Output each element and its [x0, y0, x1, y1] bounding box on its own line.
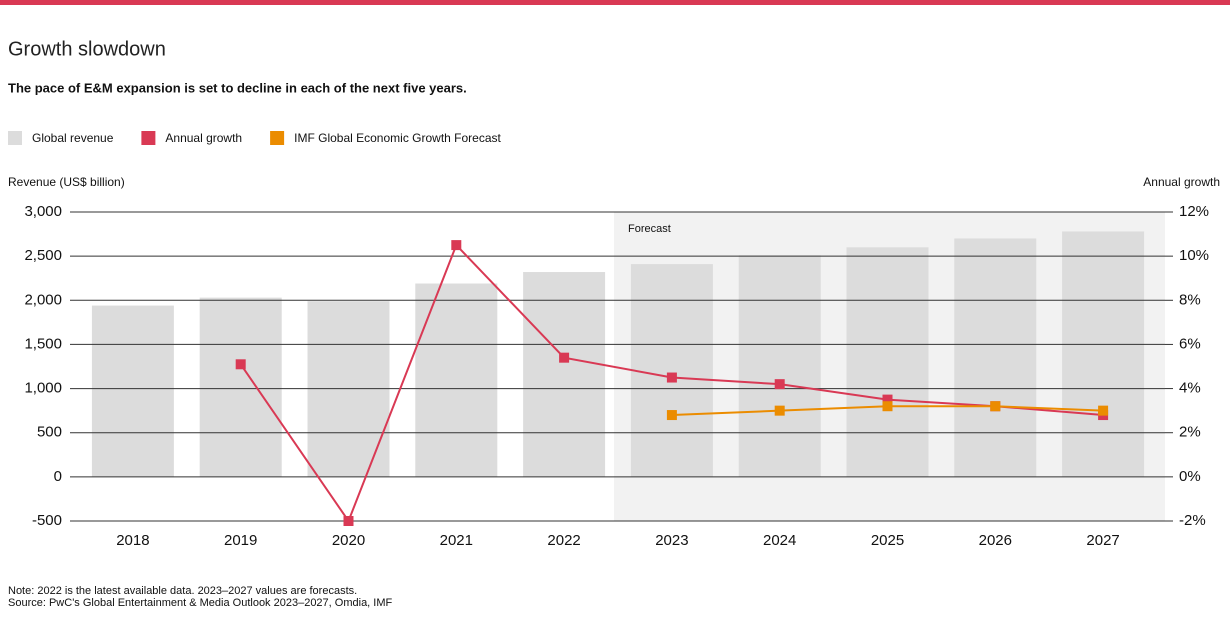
y-tick-label: 0: [54, 468, 62, 485]
y2-tick-label: 10%: [1179, 247, 1209, 264]
x-tick-label: 2025: [871, 532, 904, 549]
bar: [523, 272, 606, 477]
legend-label: Global revenue: [32, 131, 114, 145]
x-tick-label: 2018: [116, 532, 149, 549]
y2-axis-title: Annual growth: [1143, 175, 1220, 189]
bar: [199, 297, 282, 477]
x-tick-label: 2022: [547, 532, 580, 549]
bar: [415, 283, 498, 477]
bar: [954, 238, 1037, 477]
x-tick-label: 2027: [1086, 532, 1119, 549]
y2-tick-label: 6%: [1179, 335, 1201, 352]
y-tick-label: 2,000: [24, 291, 62, 308]
y-axis-title: Revenue (US$ billion): [8, 175, 125, 189]
y-tick-label: 3,000: [24, 203, 62, 220]
note: Note: 2022 is the latest available data.…: [8, 585, 357, 597]
x-tick-label: 2023: [655, 532, 688, 549]
marker: [666, 372, 677, 383]
x-tick-label: 2020: [332, 532, 365, 549]
y2-tick-label: 4%: [1179, 380, 1201, 397]
marker: [343, 516, 354, 526]
x-tick-label: 2026: [979, 532, 1012, 549]
x-tick-label: 2021: [440, 532, 473, 549]
bar: [1062, 231, 1145, 477]
y-tick-label: 2,500: [24, 247, 62, 264]
y-tick-label: 500: [37, 424, 62, 441]
x-tick-label: 2019: [224, 532, 257, 549]
chart-subtitle: The pace of E&M expansion is set to decl…: [8, 80, 467, 95]
marker: [559, 352, 570, 363]
marker: [1098, 405, 1109, 416]
marker: [882, 401, 893, 412]
marker: [774, 379, 785, 390]
bar: [91, 305, 174, 477]
legend-swatch: [141, 131, 156, 145]
bar: [846, 247, 929, 477]
forecast-label: Forecast: [628, 223, 671, 235]
legend-label: Annual growth: [165, 131, 242, 145]
y-tick-label: 1,500: [24, 335, 62, 352]
marker: [990, 401, 1001, 412]
x-tick-label: 2024: [763, 532, 796, 549]
y2-tick-label: -2%: [1179, 512, 1206, 529]
y-tick-label: 1,000: [24, 380, 62, 397]
y-tick-label: -500: [32, 512, 62, 529]
y2-tick-label: 8%: [1179, 291, 1201, 308]
marker: [666, 410, 677, 421]
legend-swatch: [270, 131, 285, 145]
legend-swatch: [8, 131, 22, 145]
source: Source: PwC's Global Entertainment & Med…: [8, 597, 393, 609]
y2-tick-label: 2%: [1179, 424, 1201, 441]
y2-tick-label: 0%: [1179, 468, 1201, 485]
y2-tick-label: 12%: [1179, 203, 1209, 220]
marker: [235, 359, 246, 370]
top-rule: [0, 0, 1230, 5]
chart-title: Growth slowdown: [8, 38, 166, 60]
legend-label: IMF Global Economic Growth Forecast: [294, 131, 501, 145]
marker: [774, 405, 785, 416]
bar: [630, 264, 713, 477]
marker: [451, 240, 462, 251]
bar: [738, 255, 821, 477]
marker: [882, 394, 893, 405]
